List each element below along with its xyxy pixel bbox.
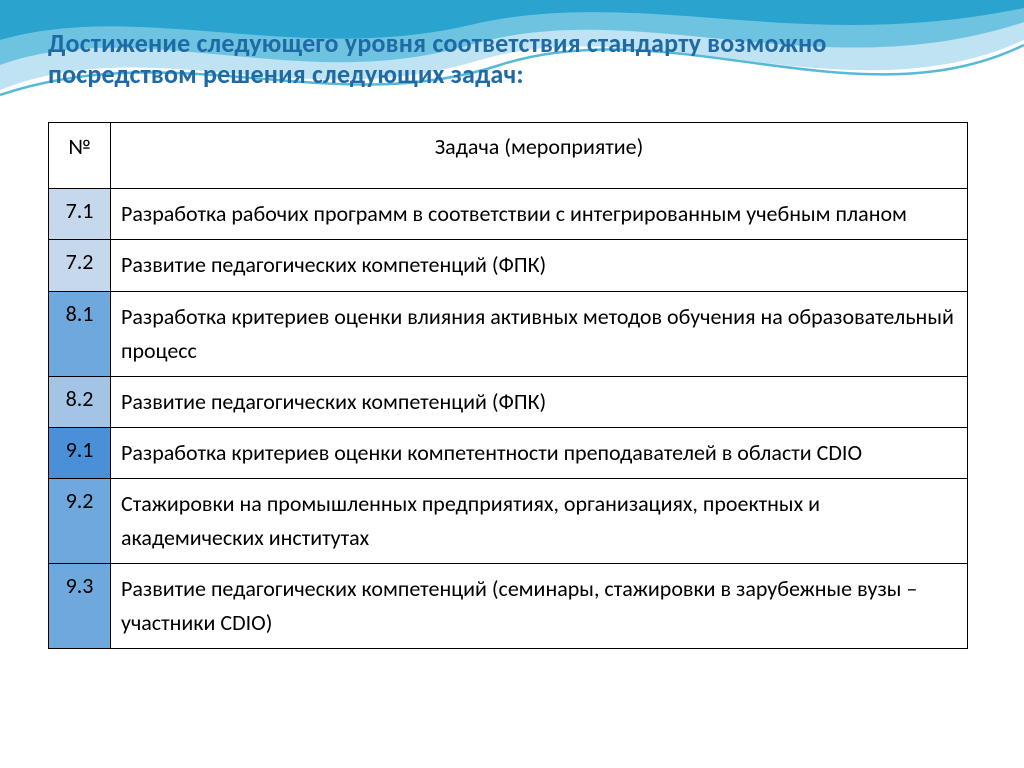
table-row: 9.2Стажировки на промышленных предприяти… bbox=[49, 478, 968, 563]
table-header-row: № Задача (мероприятие) bbox=[49, 123, 968, 189]
slide: Достижение следующего уровня соответстви… bbox=[0, 0, 1024, 768]
row-task: Стажировки на промышленных предприятиях,… bbox=[111, 478, 968, 563]
table-row: 7.2Развитие педагогических компетенций (… bbox=[49, 240, 968, 291]
row-num: 7.2 bbox=[49, 240, 111, 291]
row-num: 9.1 bbox=[49, 427, 111, 478]
table-row: 8.2Развитие педагогических компетенций (… bbox=[49, 376, 968, 427]
row-num: 8.2 bbox=[49, 376, 111, 427]
header-task: Задача (мероприятие) bbox=[111, 123, 968, 189]
table-row: 8.1Разработка критериев оценки влияния а… bbox=[49, 291, 968, 376]
row-task: Развитие педагогических компетенций (ФПК… bbox=[111, 240, 968, 291]
row-task: Разработка рабочих программ в соответств… bbox=[111, 189, 968, 240]
slide-title: Достижение следующего уровня соответстви… bbox=[48, 28, 976, 90]
header-num: № bbox=[49, 123, 111, 189]
row-num: 9.2 bbox=[49, 478, 111, 563]
row-task: Разработка критериев оценки влияния акти… bbox=[111, 291, 968, 376]
row-num: 9.3 bbox=[49, 564, 111, 649]
tasks-table: № Задача (мероприятие) 7.1Разработка раб… bbox=[48, 122, 968, 649]
row-task: Развитие педагогических компетенций (сем… bbox=[111, 564, 968, 649]
row-task: Разработка критериев оценки компетентнос… bbox=[111, 427, 968, 478]
table-row: 9.3Развитие педагогических компетенций (… bbox=[49, 564, 968, 649]
table-row: 7.1Разработка рабочих программ в соответ… bbox=[49, 189, 968, 240]
table-row: 9.1Разработка критериев оценки компетент… bbox=[49, 427, 968, 478]
row-num: 8.1 bbox=[49, 291, 111, 376]
row-num: 7.1 bbox=[49, 189, 111, 240]
content-area: Достижение следующего уровня соответстви… bbox=[0, 0, 1024, 649]
row-task: Развитие педагогических компетенций (ФПК… bbox=[111, 376, 968, 427]
